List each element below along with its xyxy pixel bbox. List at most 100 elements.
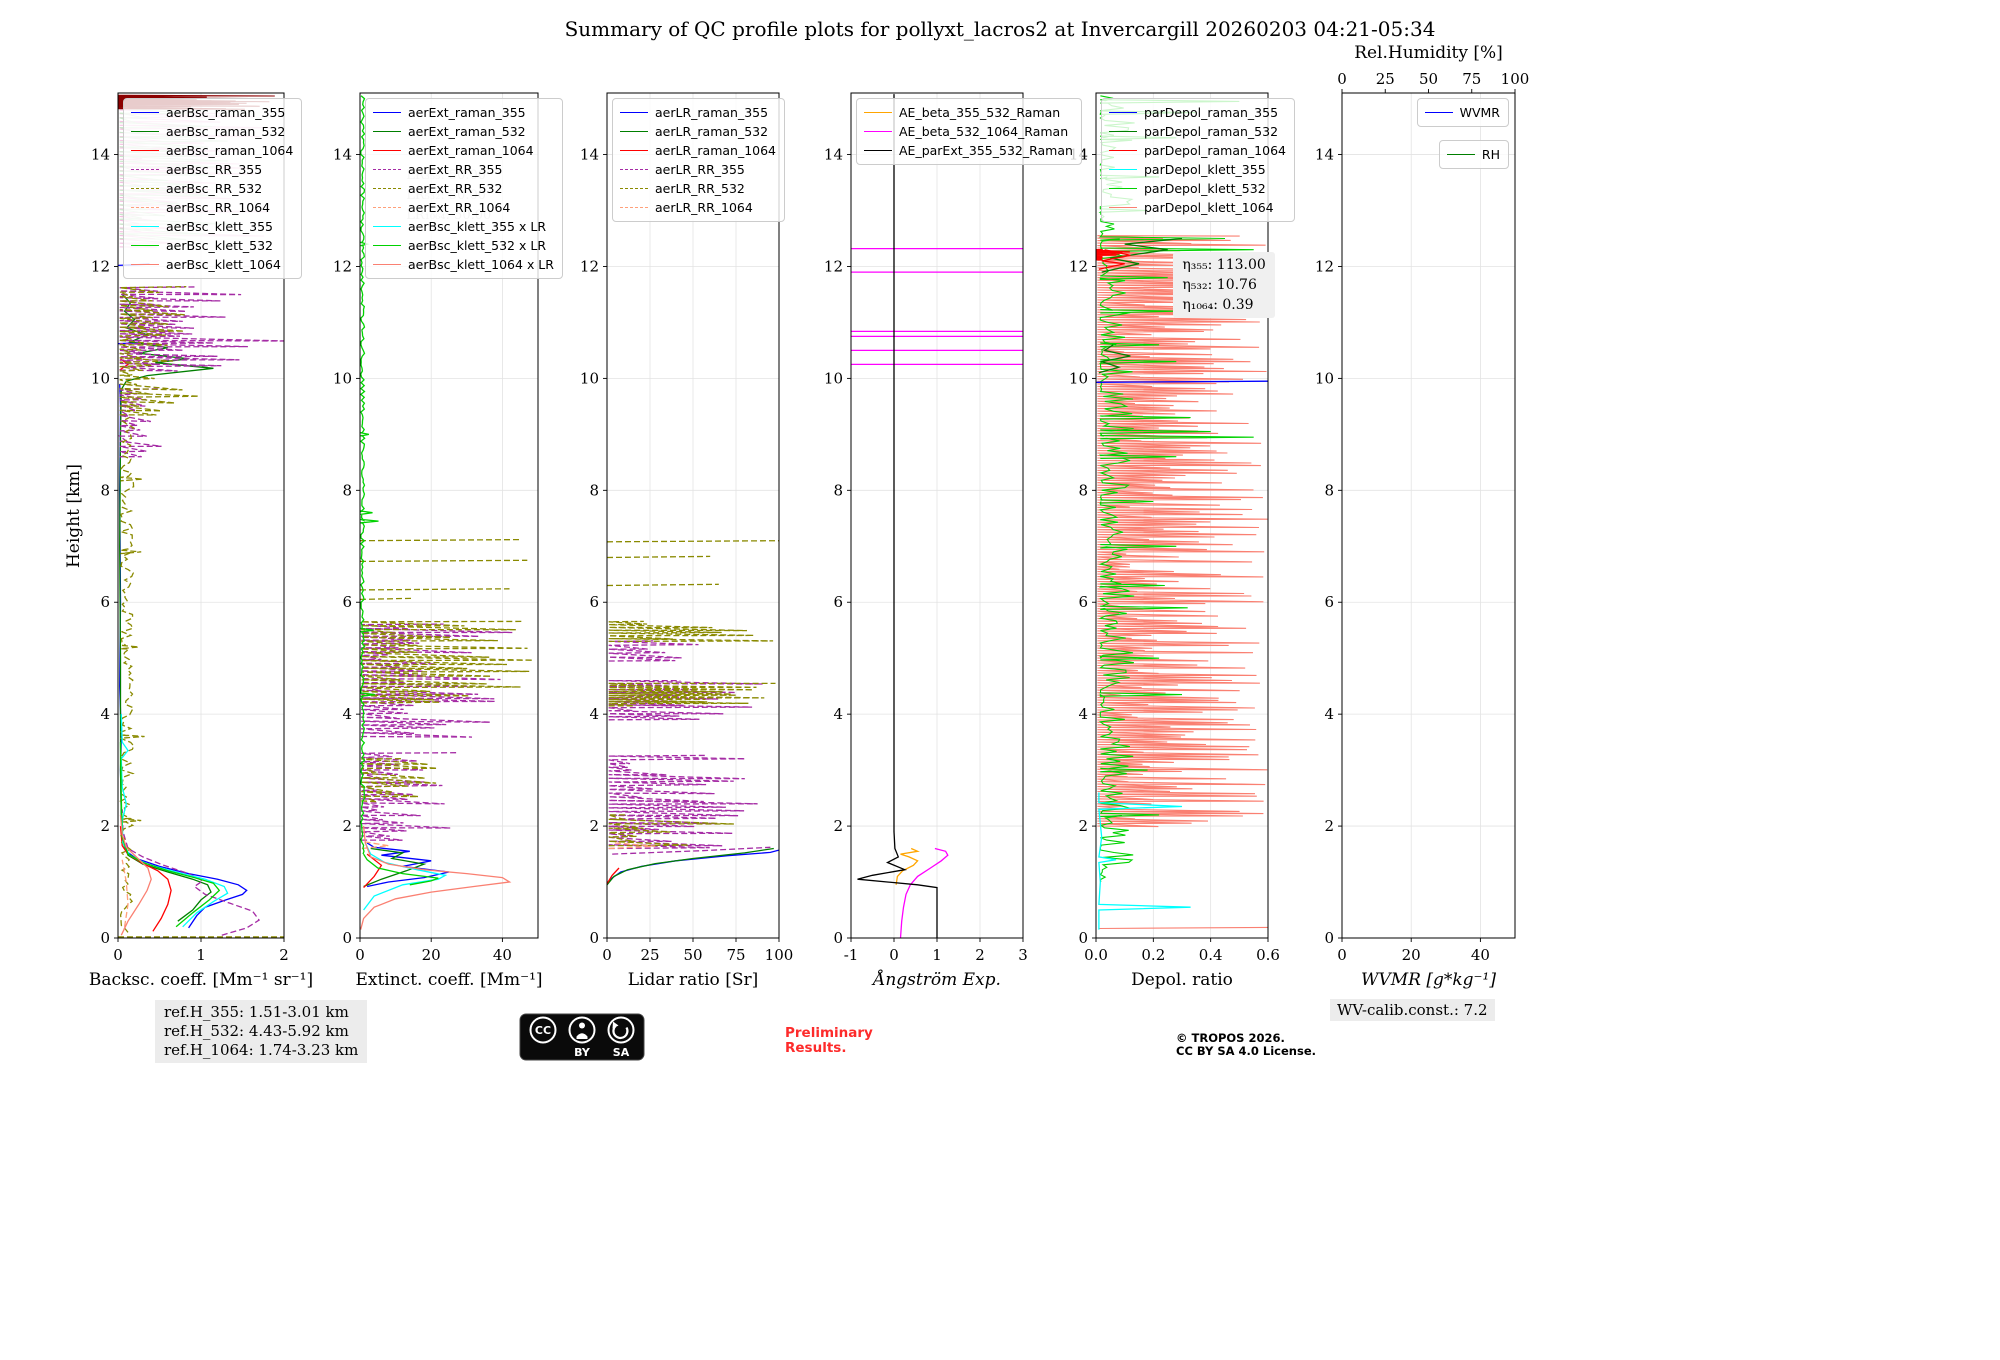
series-aerLR_RR_355 bbox=[608, 754, 758, 850]
legend-line-sample bbox=[131, 264, 159, 265]
copyright-line-2: CC BY SA 4.0 License. bbox=[1176, 1044, 1316, 1058]
top-tick-label: 0 bbox=[1337, 70, 1347, 88]
legend-backscatter: aerBsc_raman_355 aerBsc_raman_532 aerBsc_r… bbox=[123, 98, 303, 279]
legend-item-label: WVMR bbox=[1459, 105, 1500, 120]
legend-line-sample bbox=[131, 226, 159, 227]
y-tick-label: 4 bbox=[589, 705, 599, 723]
y-tick-label: 12 bbox=[1069, 257, 1088, 275]
legend-item-label: aerBsc_RR_355 bbox=[166, 162, 263, 177]
legend-item-label: aerLR_raman_355 bbox=[655, 105, 769, 120]
legend-item-label: aerExt_RR_532 bbox=[408, 181, 503, 196]
legend-item-label: aerExt_raman_532 bbox=[408, 124, 526, 139]
legend-line-sample bbox=[131, 188, 159, 189]
y-tick-label: 4 bbox=[1078, 705, 1088, 723]
panel-depol: 0.00.20.40.602468101214 bbox=[1069, 92, 1280, 964]
cc-logo-icon bbox=[529, 1016, 557, 1044]
legend-item-label: aerBsc_raman_1064 bbox=[166, 143, 294, 158]
x-tick-label: 2 bbox=[975, 946, 985, 964]
legend-line-sample bbox=[131, 245, 159, 246]
legend-line-sample bbox=[373, 226, 401, 227]
legend-item: aerLR_raman_532 bbox=[620, 122, 776, 141]
y-tick-label: 14 bbox=[580, 146, 599, 164]
x-tick-label: 100 bbox=[765, 946, 794, 964]
legend-line-sample bbox=[373, 112, 401, 113]
legend-item-label: AE_beta_532_1064_Raman bbox=[899, 124, 1069, 139]
panel-frame bbox=[359, 92, 539, 939]
series-parDepol_raman_532 bbox=[1098, 344, 1131, 374]
legend-item: aerBsc_raman_1064 bbox=[131, 141, 293, 160]
series-aerExt_raman_532 bbox=[363, 847, 427, 888]
panel-frame bbox=[1341, 92, 1516, 939]
x-tick-label: 0.6 bbox=[1256, 946, 1280, 964]
reference-heights-box: ref.H_355: 1.51-3.01 km ref.H_532: 4.43-… bbox=[155, 1000, 368, 1063]
series-aerBsc_RR_532 bbox=[119, 285, 199, 416]
series-aerExt_RR_532 bbox=[360, 597, 414, 601]
legend-item: parDepol_raman_1064 bbox=[1109, 141, 1286, 160]
y-tick-label: 0 bbox=[1078, 929, 1088, 947]
y-tick-label: 10 bbox=[333, 369, 352, 387]
legend-item: parDepol_klett_355 bbox=[1109, 160, 1286, 179]
legend-item: parDepol_raman_532 bbox=[1109, 122, 1286, 141]
series-aerBsc_klett_532 x LR bbox=[363, 853, 439, 886]
legend-item: aerExt_raman_355 bbox=[373, 103, 554, 122]
series-aerBsc_RR_355 bbox=[118, 388, 162, 458]
legend-item-label: aerLR_RR_355 bbox=[655, 162, 745, 177]
cc-logo-text: CC bbox=[535, 1024, 551, 1037]
x-tick-label: 0 bbox=[113, 946, 123, 964]
legend-line-sample bbox=[864, 131, 892, 132]
series-aerBsc_raman_1064 bbox=[119, 826, 172, 932]
y-tick-label: 2 bbox=[589, 817, 599, 835]
y-tick-label: 6 bbox=[589, 593, 599, 611]
series-aerLR_RR_532 bbox=[608, 814, 734, 847]
legend-item: aerBsc_klett_1064 x LR bbox=[373, 255, 554, 274]
x-tick-label: 1 bbox=[196, 946, 206, 964]
x-tick-label: 0 bbox=[355, 946, 365, 964]
series-aerBsc_klett_1064 x LR bbox=[360, 826, 512, 930]
legend-item: AE_parExt_355_532_Raman bbox=[864, 141, 1073, 160]
legend-line-sample bbox=[131, 131, 159, 132]
x-tick-label: 0.4 bbox=[1199, 946, 1223, 964]
series-aerLR_RR_532 bbox=[608, 682, 776, 707]
by-person-head bbox=[579, 1022, 585, 1029]
legend-item: aerBsc_RR_532 bbox=[131, 179, 293, 198]
legend-item: parDepol_raman_355 bbox=[1109, 103, 1286, 122]
legend-item: aerBsc_klett_355 x LR bbox=[373, 217, 554, 236]
legend-item: aerLR_raman_1064 bbox=[620, 141, 776, 160]
legend-line-sample bbox=[1446, 154, 1475, 155]
copyright-note: © TROPOS 2026. CC BY SA 4.0 License. bbox=[1176, 1032, 1316, 1058]
y-tick-label: 4 bbox=[1324, 705, 1334, 723]
x-tick-label: 0.2 bbox=[1141, 946, 1165, 964]
legend-item-label: aerExt_RR_1064 bbox=[408, 200, 511, 215]
y-tick-label: 6 bbox=[833, 593, 843, 611]
y-tick-label: 10 bbox=[1069, 369, 1088, 387]
legend-wvmr-0: WVMR bbox=[1416, 98, 1509, 127]
preliminary-line-2: Results. bbox=[785, 1040, 847, 1056]
legend-item-label: parDepol_raman_1064 bbox=[1144, 143, 1286, 158]
series-aerExt_raman_1064 bbox=[363, 853, 383, 889]
y-tick-label: 8 bbox=[100, 481, 110, 499]
series-aerLR_RR_532 bbox=[607, 583, 719, 587]
legend-item-label: aerBsc_klett_355 x LR bbox=[408, 219, 547, 234]
series-aerBsc_klett_532 bbox=[119, 742, 221, 928]
legend-item-label: aerBsc_raman_532 bbox=[166, 124, 286, 139]
legend-item: aerExt_raman_1064 bbox=[373, 141, 554, 160]
x-tick-label: 2 bbox=[279, 946, 289, 964]
series-aerExt_raman_355 bbox=[366, 842, 450, 888]
legend-item-label: parDepol_raman_355 bbox=[1144, 105, 1279, 120]
y-tick-label: 14 bbox=[91, 146, 110, 164]
y-tick-label: 0 bbox=[1324, 929, 1334, 947]
panel-wvmr: 0 20 40 0 2 4 6 8 10 12 14 0 25 50 75 100 bbox=[1315, 70, 1529, 964]
preliminary-line-1: Preliminary bbox=[785, 1025, 873, 1041]
legend-line-sample bbox=[373, 169, 401, 170]
legend-line-sample bbox=[1109, 112, 1137, 113]
legend-item: RH bbox=[1446, 145, 1500, 164]
by-person-icon bbox=[568, 1016, 596, 1044]
legend-item: aerBsc_klett_532 bbox=[131, 236, 293, 255]
y-tick-label: 0 bbox=[833, 929, 843, 947]
legend-line-sample bbox=[620, 188, 648, 189]
y-tick-label: 4 bbox=[100, 705, 110, 723]
y-tick-label: 12 bbox=[580, 257, 599, 275]
series-parDepol_klett_355 bbox=[1098, 792, 1191, 930]
top-axis-title-wvmr: Rel.Humidity [%] bbox=[1354, 43, 1503, 63]
y-tick-label: 2 bbox=[100, 817, 110, 835]
